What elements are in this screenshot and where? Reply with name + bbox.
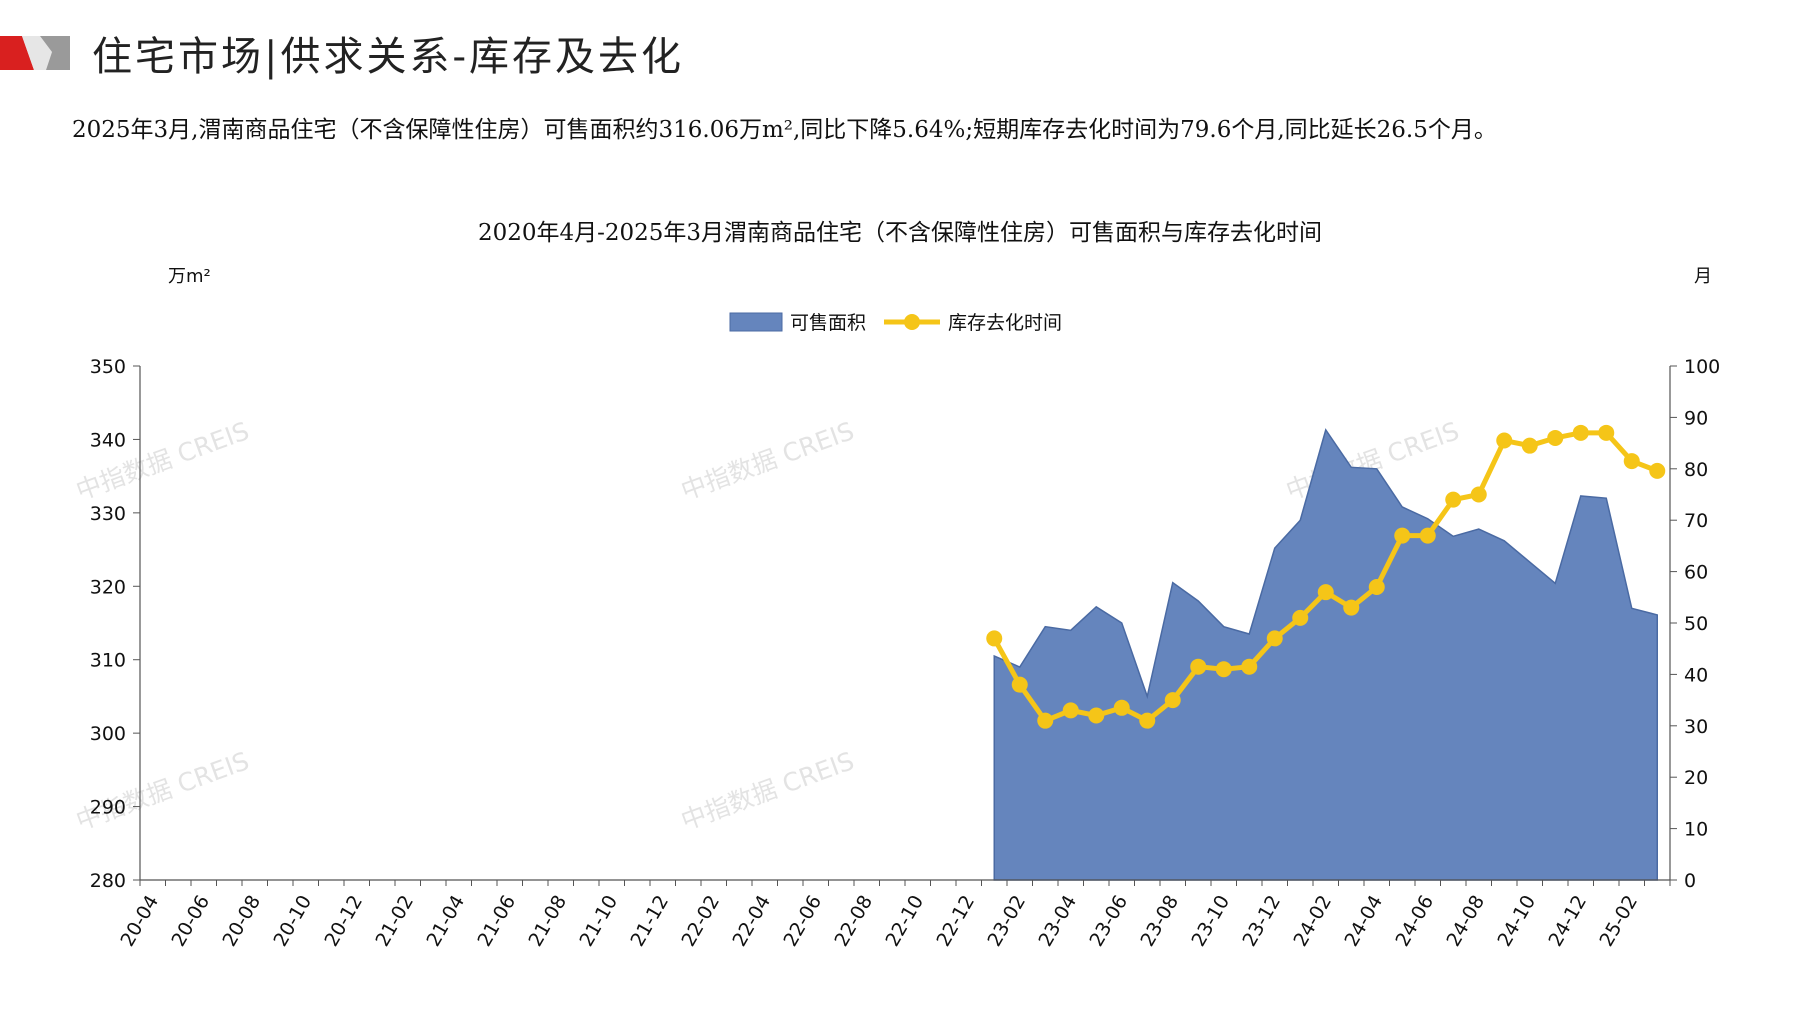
summary-text: 2025年3月,渭南商品住宅（不含保障性住房）可售面积约316.06万m²,同比… xyxy=(72,117,1497,143)
header: 住宅市场|供求关系-库存及去化 xyxy=(0,22,1797,92)
x-tick-label: 23-06 xyxy=(1085,892,1132,951)
watermark-text: 中指数据 CREIS xyxy=(72,746,253,835)
x-tick-label: 23-08 xyxy=(1136,892,1183,951)
line-point xyxy=(1292,609,1309,626)
line-point xyxy=(1011,676,1028,693)
x-tick-label: 24-04 xyxy=(1340,892,1387,951)
x-tick-label: 20-04 xyxy=(116,892,163,951)
x-tick-label: 24-12 xyxy=(1544,892,1591,951)
x-tick-label: 22-02 xyxy=(677,892,724,951)
x-tick-label: 23-04 xyxy=(1034,892,1081,951)
line-point xyxy=(1623,453,1640,470)
x-tick-label: 21-12 xyxy=(626,892,673,951)
line-point xyxy=(1368,579,1385,596)
x-tick-label: 24-06 xyxy=(1391,892,1438,951)
watermark-text: 中指数据 CREIS xyxy=(677,746,858,835)
y-left-tick-label: 330 xyxy=(90,503,126,525)
legend-label-area: 可售面积 xyxy=(790,312,866,334)
y-right-tick-label: 10 xyxy=(1684,819,1708,841)
legend: 可售面积 库存去化时间 xyxy=(729,312,1062,334)
line-point xyxy=(1547,429,1564,446)
line-point xyxy=(1343,599,1360,616)
line-point xyxy=(1266,630,1283,647)
line-point xyxy=(1496,432,1513,449)
x-tick-label: 22-12 xyxy=(932,892,979,951)
x-tick-label: 22-10 xyxy=(881,892,928,951)
line-point xyxy=(1470,486,1487,503)
x-tick-label: 21-06 xyxy=(473,892,520,951)
y-left-tick-label: 290 xyxy=(90,797,126,819)
x-tick-label: 21-04 xyxy=(422,892,469,951)
y-right-tick-label: 100 xyxy=(1684,356,1720,378)
line-point xyxy=(1139,712,1156,729)
x-tick-label: 23-12 xyxy=(1238,892,1285,951)
x-tick-label: 22-04 xyxy=(728,892,775,951)
x-tick-label: 24-10 xyxy=(1493,892,1540,951)
y-right-tick-label: 50 xyxy=(1684,613,1708,635)
y-right-tick-label: 60 xyxy=(1684,562,1708,584)
x-tick-label: 20-06 xyxy=(167,892,214,951)
y-left-tick-label: 340 xyxy=(90,429,126,451)
y-right-tick-label: 40 xyxy=(1684,664,1708,686)
x-tick-label: 24-08 xyxy=(1442,892,1489,951)
line-point xyxy=(1062,702,1079,719)
line-point xyxy=(1572,424,1589,441)
line-point xyxy=(1113,699,1130,716)
y-right-tick-label: 30 xyxy=(1684,716,1708,738)
y-right-unit: 月 xyxy=(1694,266,1712,287)
x-tick-label: 20-08 xyxy=(218,892,265,951)
x-tick-label: 21-08 xyxy=(524,892,571,951)
y-right-tick-label: 0 xyxy=(1684,870,1696,892)
y-right-tick-label: 20 xyxy=(1684,767,1708,789)
line-point xyxy=(1037,712,1054,729)
y-left-tick-label: 350 xyxy=(90,356,126,378)
brand-logo-icon xyxy=(0,36,70,70)
line-point xyxy=(1088,707,1105,724)
y-left-unit: 万m² xyxy=(168,266,211,287)
legend-swatch-area xyxy=(729,312,783,332)
x-tick-label: 21-02 xyxy=(371,892,418,951)
x-tick-label: 20-10 xyxy=(269,892,316,951)
line-point xyxy=(1215,661,1232,678)
line-point xyxy=(1190,658,1207,675)
y-left-tick-label: 320 xyxy=(90,576,126,598)
watermark-text: 中指数据 CREIS xyxy=(677,416,858,505)
y-right-tick-label: 90 xyxy=(1684,407,1708,429)
y-right-tick-label: 80 xyxy=(1684,459,1708,481)
line-point xyxy=(1419,527,1436,544)
y-right-tick-label: 70 xyxy=(1684,510,1708,532)
x-tick-label: 22-06 xyxy=(779,892,826,951)
y-left-tick-label: 280 xyxy=(90,870,126,892)
line-point xyxy=(1241,658,1258,675)
y-left-tick-label: 300 xyxy=(90,723,126,745)
x-tick-label: 24-02 xyxy=(1289,892,1336,951)
line-point xyxy=(1164,692,1181,709)
line-point xyxy=(1598,424,1615,441)
line-point xyxy=(1394,527,1411,544)
line-point xyxy=(1649,462,1666,479)
line-point xyxy=(986,630,1003,647)
line-point xyxy=(1521,437,1538,454)
x-tick-label: 22-08 xyxy=(830,892,877,951)
x-tick-label: 23-02 xyxy=(983,892,1030,951)
legend-label-line: 库存去化时间 xyxy=(948,312,1062,334)
line-point xyxy=(1317,584,1334,601)
line-point xyxy=(1445,491,1462,508)
area-series-可售面积 xyxy=(993,428,1658,881)
x-tick-label: 25-02 xyxy=(1595,892,1642,951)
x-tick-label: 21-10 xyxy=(575,892,622,951)
x-tick-label: 23-10 xyxy=(1187,892,1234,951)
x-tick-label: 20-12 xyxy=(320,892,367,951)
chart-title: 2020年4月-2025年3月渭南商品住宅（不含保障性住房）可售面积与库存去化时… xyxy=(478,220,1322,246)
y-left-tick-label: 310 xyxy=(90,650,126,672)
legend-swatch-marker xyxy=(904,314,920,330)
page-title: 住宅市场|供求关系-库存及去化 xyxy=(92,34,684,80)
